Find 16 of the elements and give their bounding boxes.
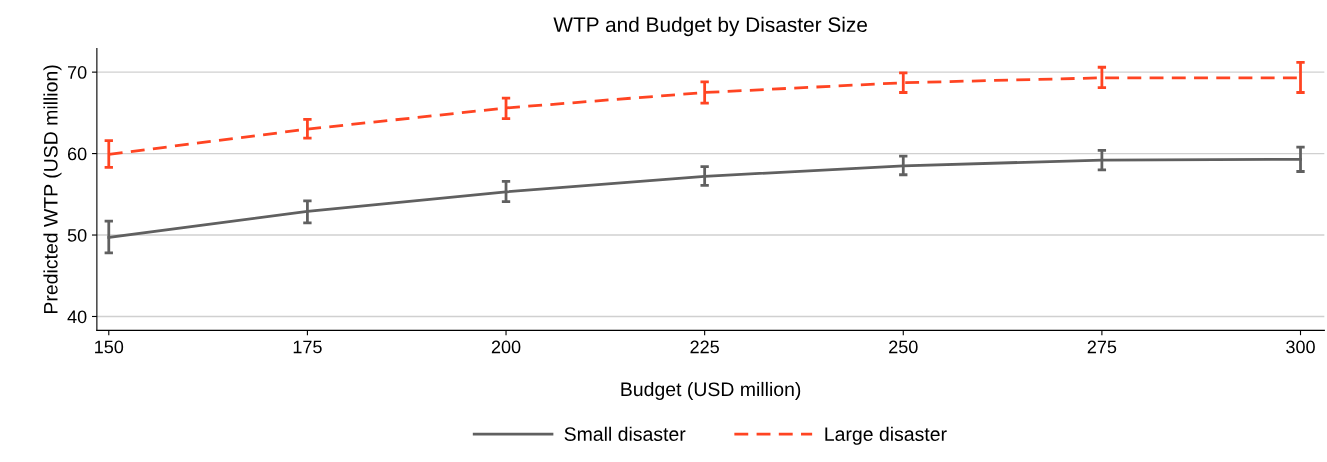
y-tick-label: 40 (67, 310, 87, 324)
legend-label: Large disaster (825, 426, 947, 445)
legend-label: Small disaster (564, 426, 686, 442)
chart-title: WTP and Budget by Disaster Size (553, 16, 867, 37)
x-axis-title: Budget (USD million) (621, 381, 801, 401)
x-tick-label: 275 (1087, 340, 1117, 354)
x-tick-label: 200 (491, 340, 521, 354)
y-tick-label: 60 (67, 147, 87, 161)
y-axis-title: Predicted WTP (USD million) (43, 65, 62, 313)
x-tick-label: 300 (1286, 340, 1315, 354)
x-tick-label: 150 (95, 340, 124, 354)
x-tick-label: 225 (690, 340, 719, 354)
y-tick-label: 50 (67, 228, 87, 242)
x-tick-label: 175 (293, 340, 322, 354)
y-tick-label: 70 (67, 66, 87, 79)
x-tick-label: 250 (889, 340, 918, 354)
